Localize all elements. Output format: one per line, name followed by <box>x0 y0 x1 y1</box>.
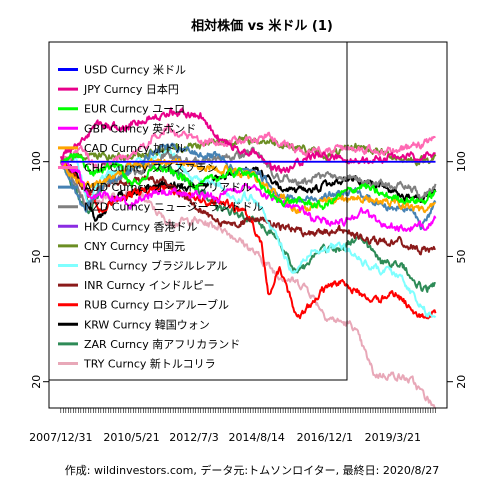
y-tick-label-left-100: 100 <box>30 151 43 172</box>
axes: 20 20 50 50 100 100 2007/12/31 2010/5/21 2012/7/… <box>29 151 468 444</box>
x-minor-ticks <box>60 408 436 413</box>
chart-footer: 作成: wildinvestors.com, データ元:トムソンロイター, 最終… <box>65 463 439 477</box>
x-tick-label-4: 2016/12/1 <box>297 431 353 444</box>
legend: USD Curncy 米ドル JPY Curncy 日本円 EUR Curncy ユ… <box>48 41 348 381</box>
y-tick-label-right-50: 50 <box>455 249 468 263</box>
legend-label-brl: BRL Curncy ブラジルレアル <box>84 259 228 273</box>
legend-label-krw: KRW Curncy 韓国ウォン <box>84 318 210 331</box>
y-tick-label-left-50: 50 <box>30 249 43 263</box>
legend-label-chf: CHF Curncy スイスフラン <box>84 162 217 175</box>
series-line-inr <box>59 158 436 256</box>
legend-label-aud: AUD Curncy オーストラリアドル <box>84 181 252 194</box>
legend-label-eur: EUR Curncy ユーロ <box>84 103 185 116</box>
legend-label-cny: CNY Curncy 中国元 <box>84 240 185 253</box>
legend-box <box>48 41 348 381</box>
series-line-chf <box>59 123 436 173</box>
x-tick-label-0: 2007/12/31 <box>29 431 92 444</box>
series-line-brl <box>59 146 437 319</box>
x-tick-label-2: 2012/7/3 <box>169 431 218 444</box>
legend-label-cad: CAD Curncy 加ドル <box>84 142 186 155</box>
legend-label-jpy: JPY Curncy 日本円 <box>83 82 179 96</box>
chart-title: 相対株価 vs 米ドル (1) <box>191 18 333 34</box>
series-line-gbp <box>60 160 437 233</box>
series-line-eur <box>60 152 437 211</box>
legend-label-rub: RUB Curncy ロシアルーブル <box>84 298 229 312</box>
y-tick-label-left-20: 20 <box>30 375 43 389</box>
legend-label-zar: ZAR Curncy 南アフリカランド <box>84 338 240 351</box>
legend-label-gbp: GBP Curncy 英ポンド <box>84 121 196 135</box>
legend-label-hkd: HKD Curncy 香港ドル <box>84 220 197 233</box>
legend-label-try: TRY Curncy 新トルコリラ <box>83 357 216 371</box>
series-layer <box>59 107 437 409</box>
x-tick-label-1: 2010/5/21 <box>103 431 159 444</box>
x-tick-label-3: 2014/8/14 <box>228 431 284 444</box>
x-tick-label-5: 2019/3/21 <box>365 431 421 444</box>
legend-label-inr: INR Curncy インドルピー <box>84 279 215 292</box>
y-tick-label-right-100: 100 <box>455 151 468 172</box>
legend-label-nzd: NZD Curncy ニュージーランドドル <box>84 201 264 214</box>
y-tick-label-right-20: 20 <box>455 375 468 389</box>
legend-label-usd: USD Curncy 米ドル <box>84 64 186 77</box>
